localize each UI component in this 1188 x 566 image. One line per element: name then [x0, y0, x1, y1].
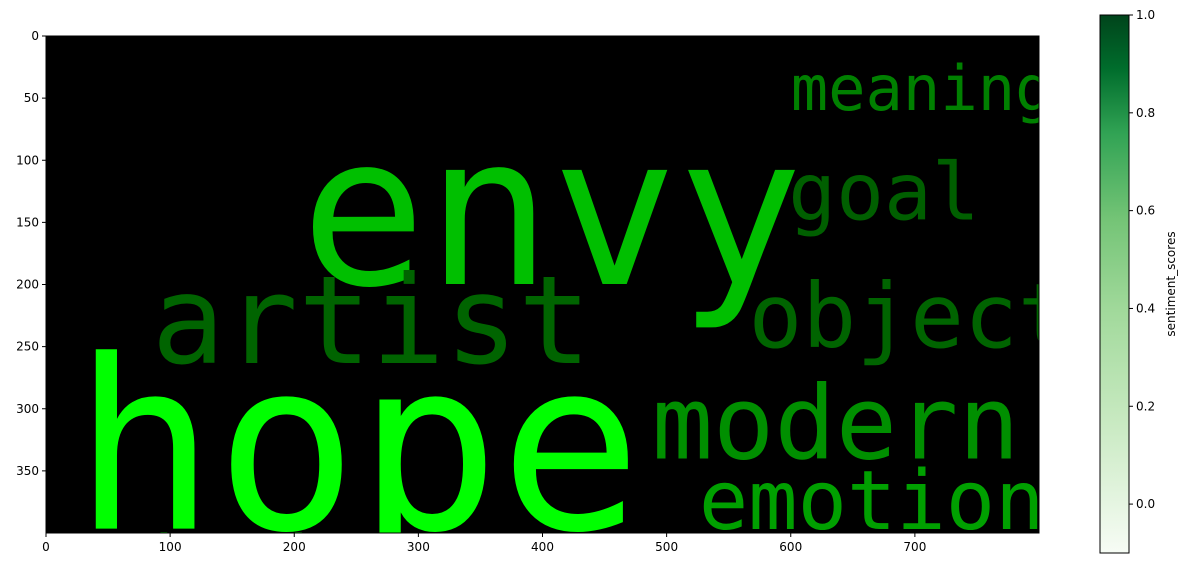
colorbar-label: sentiment_scores [1164, 231, 1178, 336]
word-object: object [749, 265, 1072, 369]
x-tick-label: 600 [779, 540, 802, 554]
word-goal: goal [788, 146, 979, 239]
word-historian: historian [513, 523, 1105, 566]
colorbar-tick-label: 0.2 [1136, 399, 1155, 413]
word-envy: envy [300, 91, 803, 334]
x-tick-label: 700 [903, 540, 926, 554]
y-tick-label: 150 [16, 215, 39, 229]
x-tick-label: 0 [42, 540, 50, 554]
y-tick-label: 200 [16, 278, 39, 292]
y-tick-label: 50 [24, 91, 39, 105]
word-meaning: meaning [791, 52, 1053, 125]
colorbar-tick-label: 0.6 [1136, 204, 1155, 218]
x-tick-label: 400 [531, 540, 554, 554]
word-modern: modern [652, 364, 1020, 483]
y-tick-label: 350 [16, 464, 39, 478]
colorbar-tick-label: 0.4 [1136, 301, 1155, 315]
y-axis: 0 50 100 150 200 250 300 350 [16, 29, 46, 478]
colorbar-tick-label: 0.0 [1136, 497, 1155, 511]
word-artist: artist [152, 250, 592, 392]
x-axis: 0 100 200 300 400 500 600 700 [42, 533, 926, 554]
colorbar-tick-label: 0.8 [1136, 106, 1155, 120]
x-tick-label: 100 [159, 540, 182, 554]
x-tick-label: 200 [283, 540, 306, 554]
colorbar-tick-label: 1.0 [1136, 8, 1155, 22]
y-tick-label: 250 [16, 340, 39, 354]
y-tick-label: 0 [31, 29, 39, 43]
colorbar [1099, 14, 1130, 554]
y-tick-label: 300 [16, 402, 39, 416]
word-emotion: emotion [699, 454, 1045, 549]
x-tick-label: 300 [407, 540, 430, 554]
word-hope: hope [73, 310, 642, 566]
wordcloud-image [46, 36, 1039, 533]
word-painting: painting [51, 520, 410, 566]
x-tick-label: 500 [655, 540, 678, 554]
colorbar-ticks: 0.0 0.2 0.4 0.6 0.8 1.0 [1129, 8, 1155, 511]
y-tick-label: 100 [16, 153, 39, 167]
